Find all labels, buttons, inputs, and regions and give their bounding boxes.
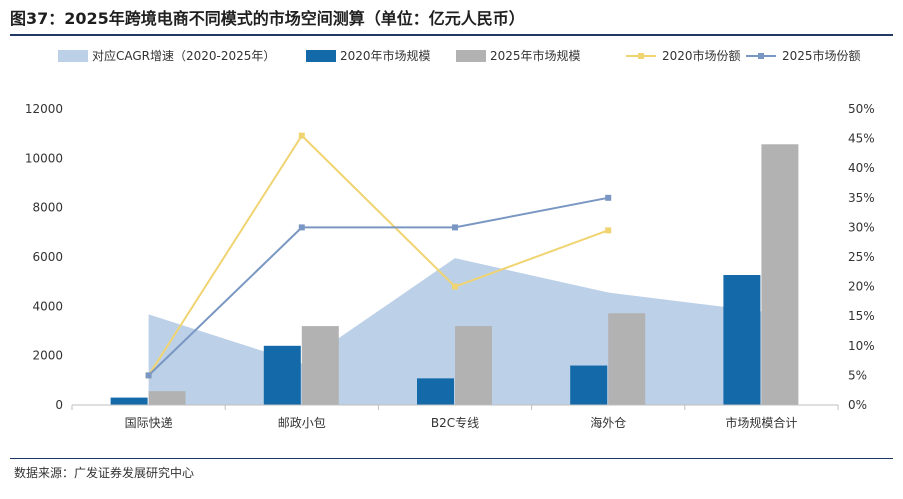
bar-2025-1	[301, 326, 339, 405]
legend-label-2: 2025年市场规模	[490, 48, 581, 63]
legend-marker-3	[638, 53, 644, 59]
legend-label-1: 2020年市场规模	[340, 48, 431, 63]
plot-area	[110, 132, 799, 406]
y-left-tick-2: 4000	[32, 299, 63, 313]
legend-label-4: 2025市场份额	[782, 48, 861, 63]
y-left-tick-1: 2000	[32, 349, 63, 363]
y-right-tick-6: 30%	[848, 220, 875, 234]
point-2020-share-2	[452, 283, 458, 290]
line-2020-share	[147, 134, 609, 376]
y-left-tick-0: 0	[55, 398, 63, 412]
axes: 国际快递 邮政小包 B2C专线 海外仓 市场规模合计 0 2000 4000 6000 8000 1…	[25, 102, 875, 430]
source-rule	[10, 458, 893, 459]
y-right-tick-2: 10%	[848, 339, 875, 353]
bar-2020-0	[110, 397, 148, 405]
point-2020-share-1	[298, 132, 305, 139]
x-tick-label-0: 国际快递	[125, 416, 173, 430]
x-tick-label-1: 邮政小包	[278, 416, 326, 430]
y-right-tick-5: 25%	[848, 250, 875, 264]
legend-label-0: 对应CAGR增速（2020-2025年）	[92, 48, 275, 63]
bar-2025-3	[608, 313, 646, 405]
chart-canvas: 对应CAGR增速（2020-2025年） 2020年市场规模 2025年市场规模 20…	[25, 48, 875, 430]
legend-swatch-0	[58, 50, 88, 62]
bar-2020-3	[570, 365, 608, 405]
y-right-tick-8: 40%	[848, 161, 875, 175]
legend-swatch-2	[456, 50, 486, 62]
chart-title: 图37：2025年跨境电商不同模式的市场空间测算（单位：亿元人民币）	[10, 9, 525, 28]
x-tick-label-3: 海外仓	[590, 415, 626, 430]
y-right-tick-7: 35%	[848, 191, 875, 205]
point-2020-share-3	[605, 227, 612, 234]
line-2025-share	[147, 196, 609, 377]
bar-2020-1	[263, 345, 301, 405]
bar-2025-0	[148, 391, 186, 405]
bar-2025-4	[761, 144, 799, 406]
source-note: 数据来源：广发证券发展研究中心	[14, 466, 195, 480]
point-2025-share-0	[145, 372, 152, 379]
point-2025-share-2	[452, 224, 458, 231]
legend-label-3: 2020市场份额	[662, 48, 741, 63]
y-right-tick-4: 20%	[848, 280, 875, 294]
y-right-tick-0: 0%	[848, 398, 867, 412]
y-right-tick-3: 15%	[848, 309, 875, 323]
point-2025-share-1	[298, 224, 305, 231]
bar-2025-2	[455, 326, 492, 405]
legend: 对应CAGR增速（2020-2025年） 2020年市场规模 2025年市场规模 20…	[58, 48, 861, 63]
legend-marker-4	[758, 53, 764, 59]
y-right-tick-9: 45%	[848, 132, 875, 146]
legend-swatch-1	[306, 50, 336, 62]
y-left-tick-4: 8000	[32, 201, 63, 215]
y-left-tick-6: 12000	[25, 102, 63, 116]
x-tick-label-4: 市场规模合计	[725, 415, 797, 430]
y-left-tick-3: 6000	[32, 250, 63, 264]
bar-2020-4	[723, 275, 761, 405]
y-right-tick-10: 50%	[848, 102, 875, 116]
y-left-tick-5: 10000	[25, 151, 63, 165]
title-rule	[10, 34, 893, 36]
y-right-tick-1: 5%	[848, 368, 867, 382]
bar-2020-2	[417, 378, 454, 405]
point-2025-share-3	[605, 194, 612, 201]
x-tick-label-2: B2C专线	[431, 415, 479, 430]
